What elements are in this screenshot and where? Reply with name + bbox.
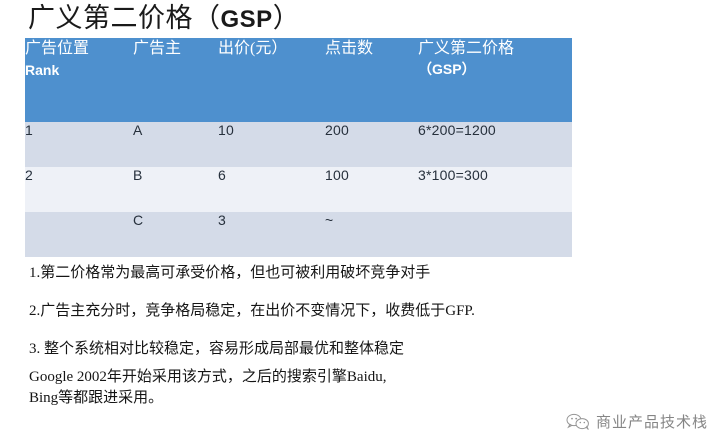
footer-watermark: 商业产品技术栈 xyxy=(566,411,708,432)
cell-advertiser: A xyxy=(133,122,218,167)
cell-rank xyxy=(25,212,133,257)
cell-gsp xyxy=(418,212,572,257)
closing-paragraph: Google 2002年开始采用该方式，之后的搜索引擎Baidu, Bing等都… xyxy=(29,369,387,406)
wechat-icon xyxy=(566,413,590,431)
column-header-rank-sub: Rank xyxy=(25,62,60,78)
column-header-gsp-sub: （GSP） xyxy=(418,61,476,77)
cell-gsp: 6*200=1200 xyxy=(418,122,572,167)
cell-bid: 3 xyxy=(218,212,325,257)
notes-block: 1.第二价格常为最高可承受价格，但也可被利用破坏竞争对手 2.广告主充分时，竞争… xyxy=(29,264,629,409)
page-title-zh: 广义第二价格 xyxy=(28,3,193,33)
cell-clicks: 200 xyxy=(325,122,418,167)
page-title-paren-close: ） xyxy=(272,3,301,33)
cell-bid: 6 xyxy=(218,167,325,212)
page-title: 广义第二价格（GSP） xyxy=(28,1,300,37)
table-row: C 3 ~ xyxy=(25,212,572,257)
column-header-advertiser-zh: 广告主 xyxy=(133,40,182,57)
column-header-clicks-zh: 点击数 xyxy=(325,40,374,57)
cell-advertiser: C xyxy=(133,212,218,257)
column-header-rank-zh: 广告位置 xyxy=(25,40,90,57)
page-title-paren-open: （ xyxy=(193,3,221,33)
column-header-rank: 广告位置 Rank xyxy=(25,38,133,122)
column-header-gsp-zh: 广义第二价格 xyxy=(418,40,515,57)
cell-gsp: 3*100=300 xyxy=(418,167,572,212)
column-header-bid: 出价(元） xyxy=(218,38,325,122)
cell-clicks: 100 xyxy=(325,167,418,212)
gsp-table: 广告位置 Rank 广告主 出价(元） 点击数 广义第二价格 （GSP） xyxy=(25,38,572,257)
column-header-gsp: 广义第二价格 （GSP） xyxy=(418,38,572,122)
table-body: 1 A 10 200 6*200=1200 2 B 6 100 3*100=30… xyxy=(25,122,572,257)
page-title-acronym: GSP xyxy=(220,6,273,33)
cell-clicks: ~ xyxy=(325,212,418,257)
table-row: 2 B 6 100 3*100=300 xyxy=(25,167,572,212)
note-item-2: 2.广告主充分时，竞争格局稳定，在出价不变情况下，收费低于GFP. xyxy=(29,303,475,319)
cell-advertiser: B xyxy=(133,167,218,212)
note-item-3: 3. 整个系统相对比较稳定，容易形成局部最优和整体稳定 xyxy=(29,341,405,357)
table-row: 1 A 10 200 6*200=1200 xyxy=(25,122,572,167)
cell-rank: 2 xyxy=(25,167,133,212)
column-header-clicks: 点击数 xyxy=(325,38,418,122)
table-header-row: 广告位置 Rank 广告主 出价(元） 点击数 广义第二价格 （GSP） xyxy=(25,38,572,122)
table-header: 广告位置 Rank 广告主 出价(元） 点击数 广义第二价格 （GSP） xyxy=(25,38,572,122)
cell-bid: 10 xyxy=(218,122,325,167)
note-item-1: 1.第二价格常为最高可承受价格，但也可被利用破坏竞争对手 xyxy=(29,265,431,281)
column-header-advertiser: 广告主 xyxy=(133,38,218,122)
cell-rank: 1 xyxy=(25,122,133,167)
footer-account-name: 商业产品技术栈 xyxy=(595,415,708,431)
column-header-bid-zh: 出价(元） xyxy=(218,40,288,57)
